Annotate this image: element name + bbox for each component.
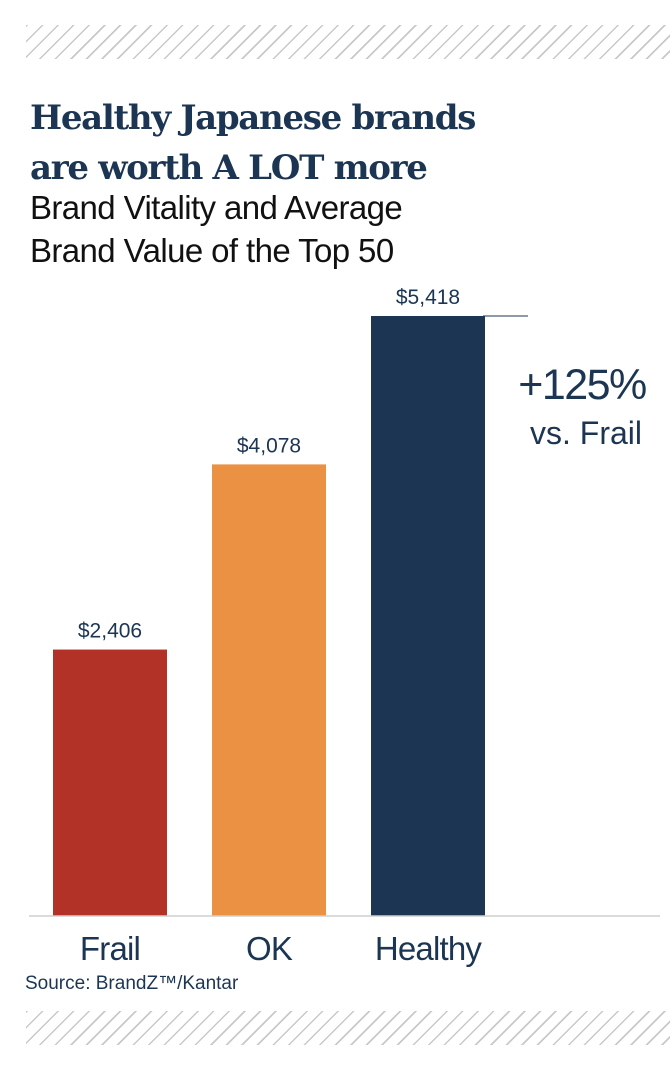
annotation-value: +125%	[518, 361, 646, 409]
data-label-frail: $2,406	[78, 620, 142, 643]
top-hatch-divider	[26, 25, 670, 59]
subtitle-line-2: Brand Value of the Top 50	[30, 232, 394, 269]
bar-ok	[212, 464, 326, 916]
title-line-1: Healthy Japanese brands	[30, 98, 476, 138]
annotation-text: vs. Frail	[530, 415, 642, 451]
source-note: Source: BrandZ™/Kantar	[25, 973, 239, 994]
data-label-ok: $4,078	[237, 434, 301, 457]
subtitle-line-1: Brand Vitality and Average	[30, 189, 403, 226]
category-label-frail: Frail	[80, 930, 140, 967]
chart-title: Healthy Japanese brands are worth A LOT …	[30, 93, 476, 193]
bottom-hatch-divider	[26, 1011, 670, 1045]
title-line-2: are worth A LOT more	[30, 148, 428, 188]
bar-healthy	[371, 316, 485, 916]
bar-chart: +125% vs. Frail $2,406 Frail $4,078 OK $5,41…	[29, 286, 660, 967]
category-label-ok: OK	[246, 930, 293, 967]
data-label-healthy: $5,418	[396, 286, 460, 309]
category-label-healthy: Healthy	[375, 930, 483, 967]
bar-frail	[53, 649, 167, 916]
chart-subtitle: Brand Vitality and Average Brand Value o…	[30, 186, 403, 272]
